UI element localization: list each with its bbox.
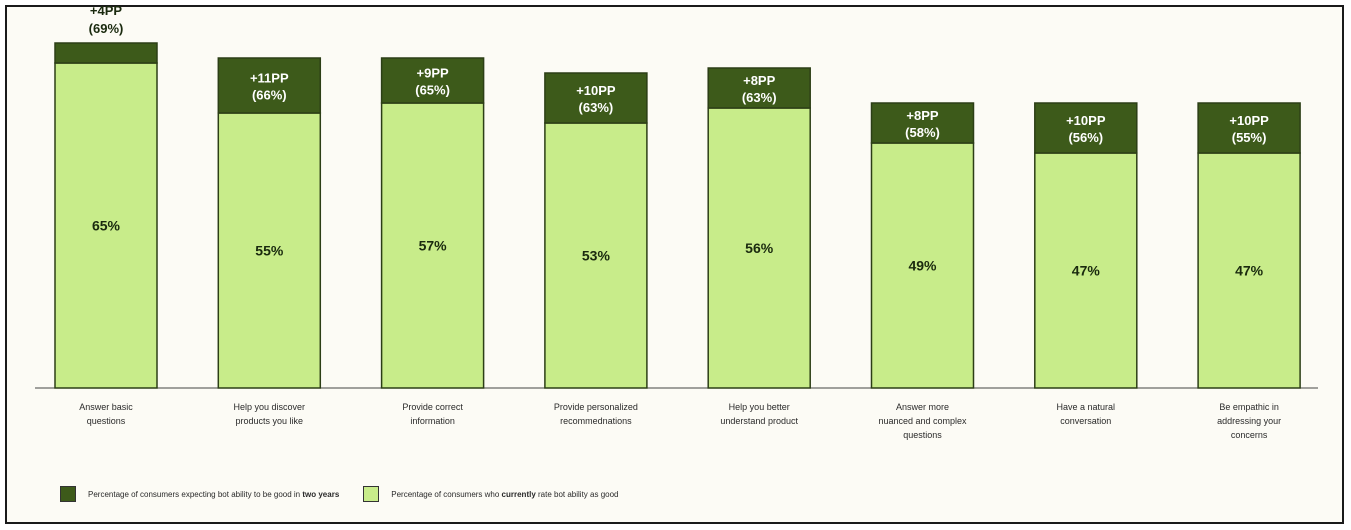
data-label-total-2: (65%) <box>415 83 450 98</box>
data-label-current-7: 47% <box>1235 263 1264 279</box>
category-label-7-2: concerns <box>1231 430 1268 440</box>
category-label-2-0: Provide correct <box>402 402 463 412</box>
data-label-total-5: (58%) <box>905 125 940 140</box>
data-label-total-3: (63%) <box>579 100 614 115</box>
data-label-current-6: 47% <box>1072 263 1101 279</box>
category-label-0-1: questions <box>87 416 126 426</box>
bar-current-0 <box>54 62 158 389</box>
data-label-future-5: +8PP <box>906 108 938 123</box>
bar-current-5 <box>870 142 975 389</box>
data-label-total-6: (56%) <box>1068 130 1103 145</box>
bar-future-2 <box>380 57 485 104</box>
category-label-5-1: nuanced and complex <box>878 416 967 426</box>
legend-item-current: Percentage of consumers who currently ra… <box>363 486 619 502</box>
data-label-total-7: (55%) <box>1232 130 1267 145</box>
category-label-6-1: conversation <box>1060 416 1111 426</box>
bar-current-4 <box>707 107 811 389</box>
data-label-current-5: 49% <box>908 258 937 274</box>
category-label-2-1: information <box>410 416 455 426</box>
data-label-future-0: +4PP <box>90 3 122 18</box>
bar-future-6 <box>1034 102 1138 154</box>
category-label-5-2: questions <box>903 430 942 440</box>
category-label-7-0: Be empathic in <box>1219 402 1279 412</box>
data-label-current-0: 65% <box>92 218 121 234</box>
category-label-3-1: recommednations <box>560 416 632 426</box>
bar-future-7 <box>1197 102 1301 154</box>
legend-item-future: Percentage of consumers expecting bot ab… <box>60 486 339 502</box>
bar-current-3 <box>544 122 648 389</box>
category-label-3-0: Provide personalized <box>554 402 638 412</box>
data-label-future-1: +11PP <box>250 71 289 86</box>
category-label-1-1: products you like <box>236 416 304 426</box>
category-label-4-0: Help you better <box>729 402 790 412</box>
data-label-future-7: +10PP <box>1229 113 1269 128</box>
category-label-4-1: understand product <box>720 416 798 426</box>
data-label-current-3: 53% <box>582 248 611 264</box>
category-label-7-1: addressing your <box>1217 416 1281 426</box>
data-label-future-2: +9PP <box>417 66 449 81</box>
legend: Percentage of consumers expecting bot ab… <box>60 486 643 502</box>
bar-current-6 <box>1034 152 1138 389</box>
data-label-total-1: (66%) <box>252 88 287 103</box>
data-label-total-0: (69%) <box>89 21 124 36</box>
bar-future-3 <box>544 72 648 124</box>
bar-future-0 <box>54 42 158 64</box>
bar-current-2 <box>380 102 485 389</box>
data-label-future-4: +8PP <box>743 73 775 88</box>
data-label-future-6: +10PP <box>1066 113 1106 128</box>
data-label-current-4: 56% <box>745 240 774 256</box>
data-label-current-2: 57% <box>419 238 448 254</box>
legend-label-future: Percentage of consumers expecting bot ab… <box>88 489 340 499</box>
bar-future-5 <box>870 102 975 144</box>
bar-current-7 <box>1197 152 1301 389</box>
bar-future-1 <box>217 57 322 114</box>
legend-label-current: Percentage of consumers who currently ra… <box>391 489 619 499</box>
data-label-current-1: 55% <box>255 243 284 259</box>
category-label-0-0: Answer basic <box>79 402 133 412</box>
category-label-6-0: Have a natural <box>1057 402 1116 412</box>
data-label-total-4: (63%) <box>742 90 777 105</box>
category-label-5-0: Answer more <box>896 402 949 412</box>
data-label-future-3: +10PP <box>576 83 616 98</box>
legend-swatch-current <box>363 486 380 502</box>
bar-future-4 <box>707 67 811 109</box>
category-label-1-0: Help you discover <box>234 402 306 412</box>
legend-swatch-future <box>60 486 76 502</box>
